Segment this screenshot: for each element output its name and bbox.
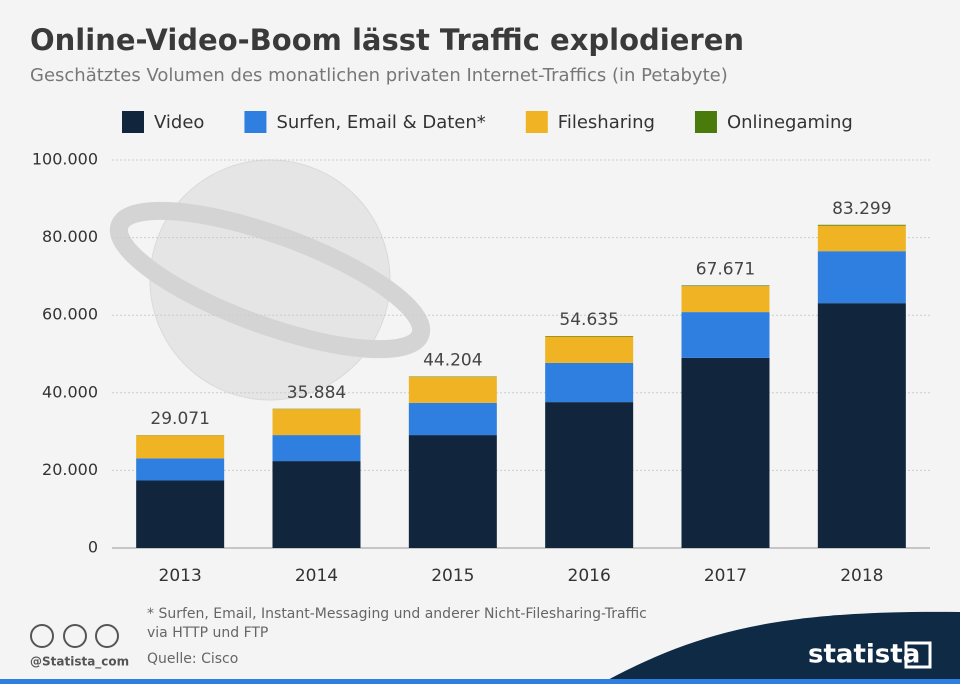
x-tick-label: 2015 — [431, 566, 474, 586]
total-label: 29.071 — [150, 409, 209, 429]
y-tick-label: 80.000 — [42, 227, 98, 246]
bar-segment — [136, 480, 225, 548]
bar-segment — [817, 303, 906, 548]
bar-segment — [272, 409, 361, 436]
y-tick-label: 20.000 — [42, 460, 98, 479]
x-tick-label: 2013 — [159, 566, 202, 586]
legend-swatch — [694, 111, 717, 133]
bar-segment — [545, 336, 634, 363]
bar-segment — [408, 376, 497, 403]
y-tick-label: 0 — [88, 538, 98, 557]
bar-segment — [136, 435, 225, 459]
y-tick-label: 100.000 — [32, 150, 98, 169]
legend-swatch — [122, 111, 144, 133]
footnote: * Surfen, Email, Instant-Messaging und a… — [147, 606, 647, 622]
legend-swatch — [525, 111, 548, 133]
bar-segment — [408, 402, 497, 436]
bar-segment — [545, 362, 634, 403]
credit: @Statista_com — [30, 655, 129, 670]
legend-label: Video — [154, 112, 204, 133]
x-tick-label: 2014 — [295, 566, 338, 586]
x-tick-label: 2018 — [840, 566, 883, 586]
total-label: 44.204 — [423, 350, 482, 370]
license-icons — [30, 624, 119, 648]
bar-segment — [817, 251, 906, 304]
chart-subtitle: Geschätztes Volumen des monatlichen priv… — [30, 65, 728, 86]
bar-segment — [681, 286, 770, 313]
bar-segment — [681, 285, 770, 287]
bar-segment — [545, 336, 634, 337]
footer-wave — [600, 611, 960, 684]
bar-segment — [681, 357, 770, 548]
brand-icon — [904, 641, 932, 669]
y-tick-label: 60.000 — [42, 305, 98, 324]
y-tick-label: 40.000 — [42, 382, 98, 401]
chart-title: Online-Video-Boom lässt Traffic explodie… — [30, 23, 744, 57]
footnote: via HTTP und FTP — [147, 625, 268, 641]
legend-label: Filesharing — [558, 112, 655, 133]
bar-segment — [681, 312, 770, 358]
footer-strip — [0, 679, 960, 684]
bar-segment — [817, 225, 906, 252]
legend-label: Onlinegaming — [727, 112, 853, 133]
source: Quelle: Cisco — [147, 651, 238, 667]
total-label: 54.635 — [559, 310, 618, 330]
total-label: 35.884 — [287, 383, 346, 403]
total-label: 83.299 — [832, 199, 891, 219]
bar-segment — [136, 458, 225, 481]
legend-label: Surfen, Email & Daten* — [276, 112, 485, 133]
x-tick-label: 2017 — [704, 566, 747, 586]
bar-segment — [272, 461, 361, 548]
brand: statista — [808, 640, 920, 670]
total-label: 67.671 — [696, 259, 755, 279]
legend-swatch — [244, 111, 267, 133]
bar-segment — [272, 435, 361, 462]
bar-segment — [408, 435, 497, 548]
bar-segment — [545, 402, 634, 548]
x-tick-label: 2016 — [568, 566, 611, 586]
bar-segment — [817, 224, 906, 226]
